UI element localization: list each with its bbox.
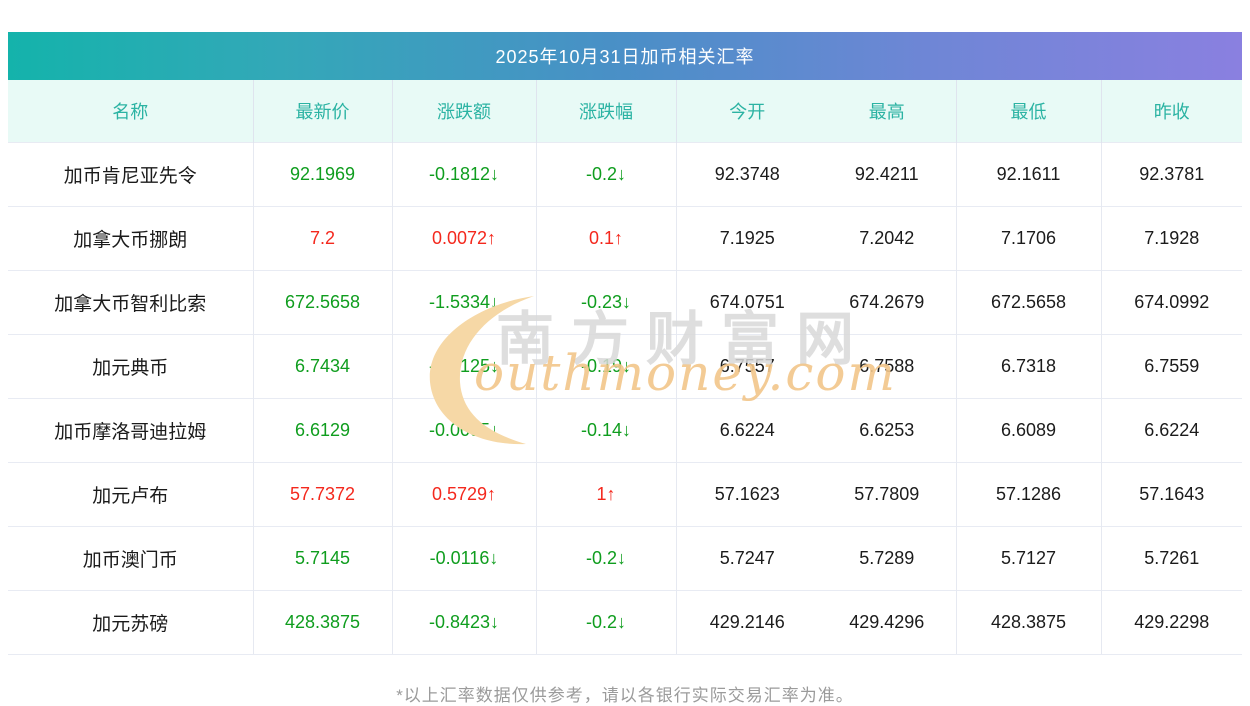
cell-low: 7.1706 bbox=[955, 206, 1101, 271]
cell-prev-close: 6.7559 bbox=[1100, 334, 1242, 399]
col-change-amount: 涨跌额 bbox=[391, 80, 536, 143]
cell-high: 6.6253 bbox=[818, 398, 956, 463]
rates-table: 名称 最新价 涨跌额 涨跌幅 今开 最高 最低 昨收 加币肯尼亚先令 92.19… bbox=[8, 80, 1242, 655]
cell-latest-price: 6.7434 bbox=[252, 334, 392, 399]
cell-change-amount: -0.0095↓ bbox=[391, 398, 536, 463]
cell-change-percent: -0.14↓ bbox=[535, 398, 676, 463]
cell-prev-close: 6.6224 bbox=[1100, 398, 1242, 463]
cell-change-amount: -0.1812↓ bbox=[391, 142, 536, 207]
cell-prev-close: 429.2298 bbox=[1100, 590, 1242, 655]
disclaimer-text: *以上汇率数据仅供参考，请以各银行实际交易汇率为准。 bbox=[396, 686, 854, 705]
cell-latest-price: 7.2 bbox=[252, 206, 392, 271]
cell-change-percent: -0.2↓ bbox=[535, 590, 676, 655]
col-low: 最低 bbox=[955, 80, 1101, 143]
col-latest-price: 最新价 bbox=[252, 80, 392, 143]
cell-high: 674.2679 bbox=[818, 270, 956, 335]
cell-low: 6.7318 bbox=[955, 334, 1101, 399]
table-row: 加币肯尼亚先令 92.1969 -0.1812↓ -0.2↓ 92.3748 9… bbox=[8, 142, 1242, 207]
cell-latest-price: 92.1969 bbox=[252, 142, 392, 207]
cell-low: 428.3875 bbox=[955, 590, 1101, 655]
table-row: 加拿大币智利比索 672.5658 -1.5334↓ -0.23↓ 674.07… bbox=[8, 270, 1242, 335]
cell-high: 57.7809 bbox=[818, 462, 956, 527]
cell-currency-name: 加币肯尼亚先令 bbox=[8, 142, 253, 207]
cell-low: 5.7127 bbox=[955, 526, 1101, 591]
cell-currency-name: 加币摩洛哥迪拉姆 bbox=[8, 398, 253, 463]
cell-currency-name: 加元苏磅 bbox=[8, 590, 253, 655]
cell-latest-price: 5.7145 bbox=[252, 526, 392, 591]
cell-latest-price: 672.5658 bbox=[252, 270, 392, 335]
col-change-percent: 涨跌幅 bbox=[535, 80, 676, 143]
col-high: 最高 bbox=[818, 80, 956, 143]
col-prev-close: 昨收 bbox=[1100, 80, 1242, 143]
cell-change-percent: -0.23↓ bbox=[535, 270, 676, 335]
cell-open: 674.0751 bbox=[675, 270, 818, 335]
col-name: 名称 bbox=[8, 80, 253, 143]
cell-change-amount: 0.0072↑ bbox=[391, 206, 536, 271]
table-row: 加币摩洛哥迪拉姆 6.6129 -0.0095↓ -0.14↓ 6.6224 6… bbox=[8, 398, 1242, 463]
cell-prev-close: 92.3781 bbox=[1100, 142, 1242, 207]
cell-open: 5.7247 bbox=[675, 526, 818, 591]
cell-open: 7.1925 bbox=[675, 206, 818, 271]
cell-latest-price: 57.7372 bbox=[252, 462, 392, 527]
cell-low: 57.1286 bbox=[955, 462, 1101, 527]
col-open: 今开 bbox=[675, 80, 818, 143]
cell-change-amount: -0.0116↓ bbox=[391, 526, 536, 591]
cell-currency-name: 加元典币 bbox=[8, 334, 253, 399]
cell-open: 92.3748 bbox=[675, 142, 818, 207]
cell-low: 92.1611 bbox=[955, 142, 1101, 207]
cell-change-percent: -0.2↓ bbox=[535, 142, 676, 207]
cell-open: 57.1623 bbox=[675, 462, 818, 527]
cell-latest-price: 428.3875 bbox=[252, 590, 392, 655]
table-row: 加元苏磅 428.3875 -0.8423↓ -0.2↓ 429.2146 42… bbox=[8, 590, 1242, 655]
cell-prev-close: 7.1928 bbox=[1100, 206, 1242, 271]
table-header-row: 名称 最新价 涨跌额 涨跌幅 今开 最高 最低 昨收 bbox=[8, 80, 1242, 143]
cell-high: 7.2042 bbox=[818, 206, 956, 271]
table-row: 加币澳门币 5.7145 -0.0116↓ -0.2↓ 5.7247 5.728… bbox=[8, 526, 1242, 591]
cell-currency-name: 加币澳门币 bbox=[8, 526, 253, 591]
cell-change-amount: 0.5729↑ bbox=[391, 462, 536, 527]
cell-prev-close: 674.0992 bbox=[1100, 270, 1242, 335]
cell-change-percent: -0.2↓ bbox=[535, 526, 676, 591]
cell-high: 92.4211 bbox=[818, 142, 956, 207]
cell-open: 6.7557 bbox=[675, 334, 818, 399]
cell-low: 6.6089 bbox=[955, 398, 1101, 463]
cell-change-amount: -0.8423↓ bbox=[391, 590, 536, 655]
cell-prev-close: 5.7261 bbox=[1100, 526, 1242, 591]
cell-currency-name: 加拿大币智利比索 bbox=[8, 270, 253, 335]
rates-panel: 2025年10月31日加币相关汇率 名称 最新价 涨跌额 涨跌幅 今开 最高 最… bbox=[8, 32, 1242, 706]
cell-change-percent: -0.19↓ bbox=[535, 334, 676, 399]
cell-currency-name: 加元卢布 bbox=[8, 462, 253, 527]
cell-latest-price: 6.6129 bbox=[252, 398, 392, 463]
table-row: 加元卢布 57.7372 0.5729↑ 1↑ 57.1623 57.7809 … bbox=[8, 462, 1242, 527]
cell-currency-name: 加拿大币挪朗 bbox=[8, 206, 253, 271]
table-row: 加元典币 6.7434 -0.0125↓ -0.19↓ 6.7557 6.758… bbox=[8, 334, 1242, 399]
cell-high: 5.7289 bbox=[818, 526, 956, 591]
cell-low: 672.5658 bbox=[955, 270, 1101, 335]
cell-change-percent: 1↑ bbox=[535, 462, 676, 527]
page-title: 2025年10月31日加币相关汇率 bbox=[8, 32, 1242, 80]
cell-prev-close: 57.1643 bbox=[1100, 462, 1242, 527]
cell-high: 6.7588 bbox=[818, 334, 956, 399]
cell-change-amount: -0.0125↓ bbox=[391, 334, 536, 399]
table-row: 加拿大币挪朗 7.2 0.0072↑ 0.1↑ 7.1925 7.2042 7.… bbox=[8, 206, 1242, 271]
cell-change-amount: -1.5334↓ bbox=[391, 270, 536, 335]
cell-open: 6.6224 bbox=[675, 398, 818, 463]
cell-change-percent: 0.1↑ bbox=[535, 206, 676, 271]
cell-high: 429.4296 bbox=[818, 590, 956, 655]
cell-open: 429.2146 bbox=[675, 590, 818, 655]
